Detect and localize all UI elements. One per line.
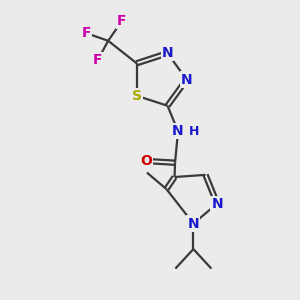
Text: S: S bbox=[132, 89, 142, 103]
Text: F: F bbox=[93, 53, 102, 67]
Text: N: N bbox=[188, 217, 199, 231]
Text: N: N bbox=[172, 124, 184, 138]
Text: F: F bbox=[82, 26, 91, 40]
Text: H: H bbox=[188, 125, 199, 138]
Text: N: N bbox=[162, 46, 173, 60]
Text: O: O bbox=[140, 154, 152, 168]
Text: N: N bbox=[181, 73, 192, 86]
Text: F: F bbox=[117, 14, 126, 28]
Text: N: N bbox=[211, 196, 223, 211]
